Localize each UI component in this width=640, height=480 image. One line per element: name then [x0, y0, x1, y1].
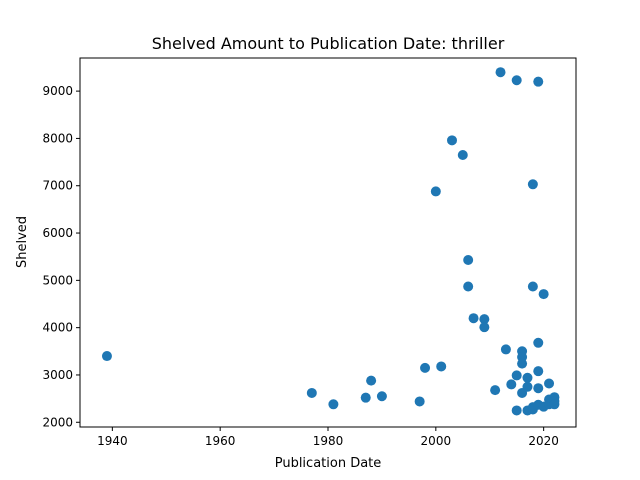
data-point — [517, 358, 528, 369]
data-point — [468, 313, 479, 324]
data-point — [479, 314, 490, 325]
data-point — [360, 392, 371, 403]
data-point — [490, 385, 501, 396]
data-point — [527, 281, 538, 292]
axes-frame — [79, 57, 577, 428]
data-point — [533, 337, 544, 348]
y-tick-label: 4000 — [42, 321, 73, 335]
y-tick-label: 6000 — [42, 226, 73, 240]
x-axis-ticks: 1940 1960 1980 2000 2020 — [97, 427, 559, 448]
x-tick-label: 1980 — [313, 434, 344, 448]
y-tick-label: 3000 — [42, 368, 73, 382]
data-point — [538, 289, 549, 300]
data-point — [533, 383, 544, 394]
x-axis-label: Publication Date — [275, 456, 382, 471]
data-point — [479, 322, 490, 333]
data-point — [328, 399, 339, 410]
x-tick-label: 1960 — [205, 434, 236, 448]
y-tick-label: 9000 — [42, 84, 73, 98]
y-tick-label: 8000 — [42, 131, 73, 145]
x-tick-label: 2020 — [528, 434, 559, 448]
x-tick-label: 1940 — [97, 434, 128, 448]
data-point — [506, 379, 517, 390]
data-point — [544, 378, 555, 389]
data-point — [436, 361, 447, 372]
data-point — [522, 381, 533, 392]
plot-area — [101, 67, 560, 416]
chart-title: Shelved Amount to Publication Date: thri… — [152, 34, 505, 53]
data-point — [306, 387, 317, 398]
y-tick-label: 5000 — [42, 273, 73, 287]
data-point — [414, 396, 425, 407]
data-point — [527, 179, 538, 190]
data-point — [533, 366, 544, 377]
y-tick-label: 2000 — [42, 415, 73, 429]
y-axis-ticks: 2000 3000 4000 5000 6000 7000 8000 9000 — [42, 84, 80, 429]
y-tick-label: 7000 — [42, 179, 73, 193]
data-point — [101, 351, 112, 362]
data-point — [533, 76, 544, 87]
data-point — [511, 75, 522, 86]
data-point — [376, 391, 387, 402]
data-point — [511, 405, 522, 416]
data-point — [463, 281, 474, 292]
y-axis-label: Shelved — [15, 216, 30, 268]
data-point — [495, 67, 506, 78]
data-point — [549, 399, 560, 410]
data-point — [420, 362, 431, 373]
x-tick-label: 2000 — [421, 434, 452, 448]
data-point — [463, 255, 474, 266]
data-point — [447, 135, 457, 146]
data-point — [500, 344, 511, 355]
data-point — [457, 149, 468, 160]
data-point — [366, 375, 377, 386]
data-point — [430, 186, 441, 197]
data-point — [511, 370, 522, 381]
data-point — [522, 372, 533, 383]
